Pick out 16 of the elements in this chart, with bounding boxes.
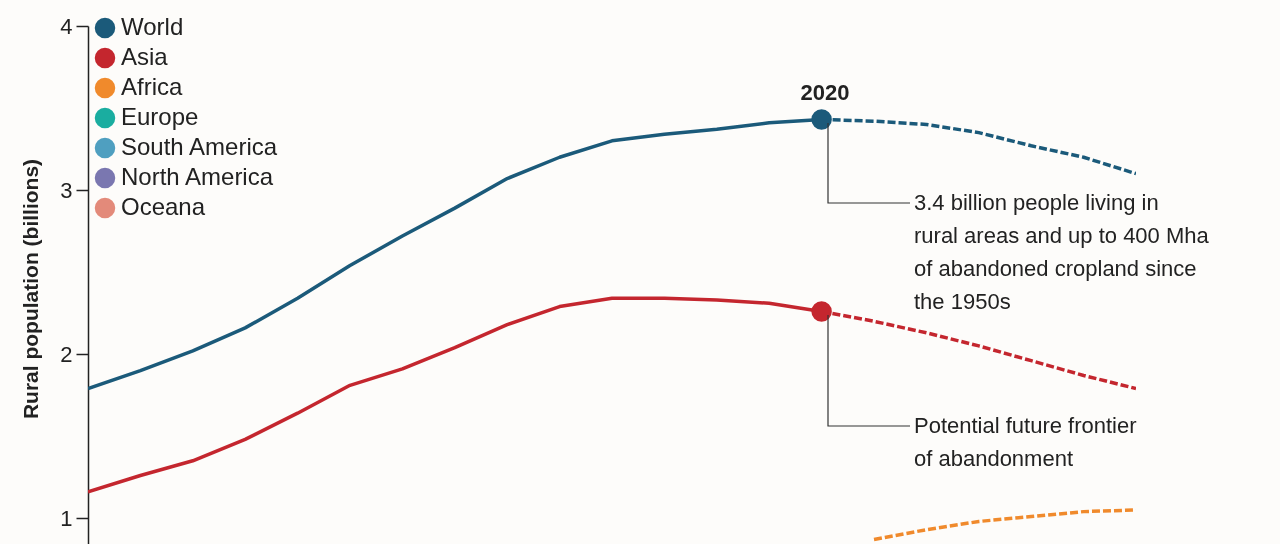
- legend-label: South America: [121, 133, 278, 160]
- y-tick-label: 2: [60, 341, 73, 367]
- y-tick-label: 1: [60, 505, 73, 531]
- legend-label: North America: [121, 163, 274, 190]
- legend-label: Asia: [121, 43, 169, 70]
- legend-label: World: [121, 13, 184, 40]
- y-tick-label: 4: [60, 13, 73, 39]
- annotation: Potential future frontier of abandonment: [914, 413, 1137, 471]
- annotation: 3.4 billion people living in rural areas and up to 400 Mha of abandoned cropland since the 1950s: [914, 190, 1210, 314]
- y-tick-label: 3: [60, 177, 73, 203]
- legend-label: Africa: [121, 73, 183, 100]
- legend-label: Oceana: [121, 193, 206, 220]
- y-axis-title: Rural population (billions): [19, 158, 43, 420]
- line-series: [872, 508, 1136, 542]
- annotation: 2020: [800, 80, 850, 105]
- legend-label: Europe: [121, 103, 199, 130]
